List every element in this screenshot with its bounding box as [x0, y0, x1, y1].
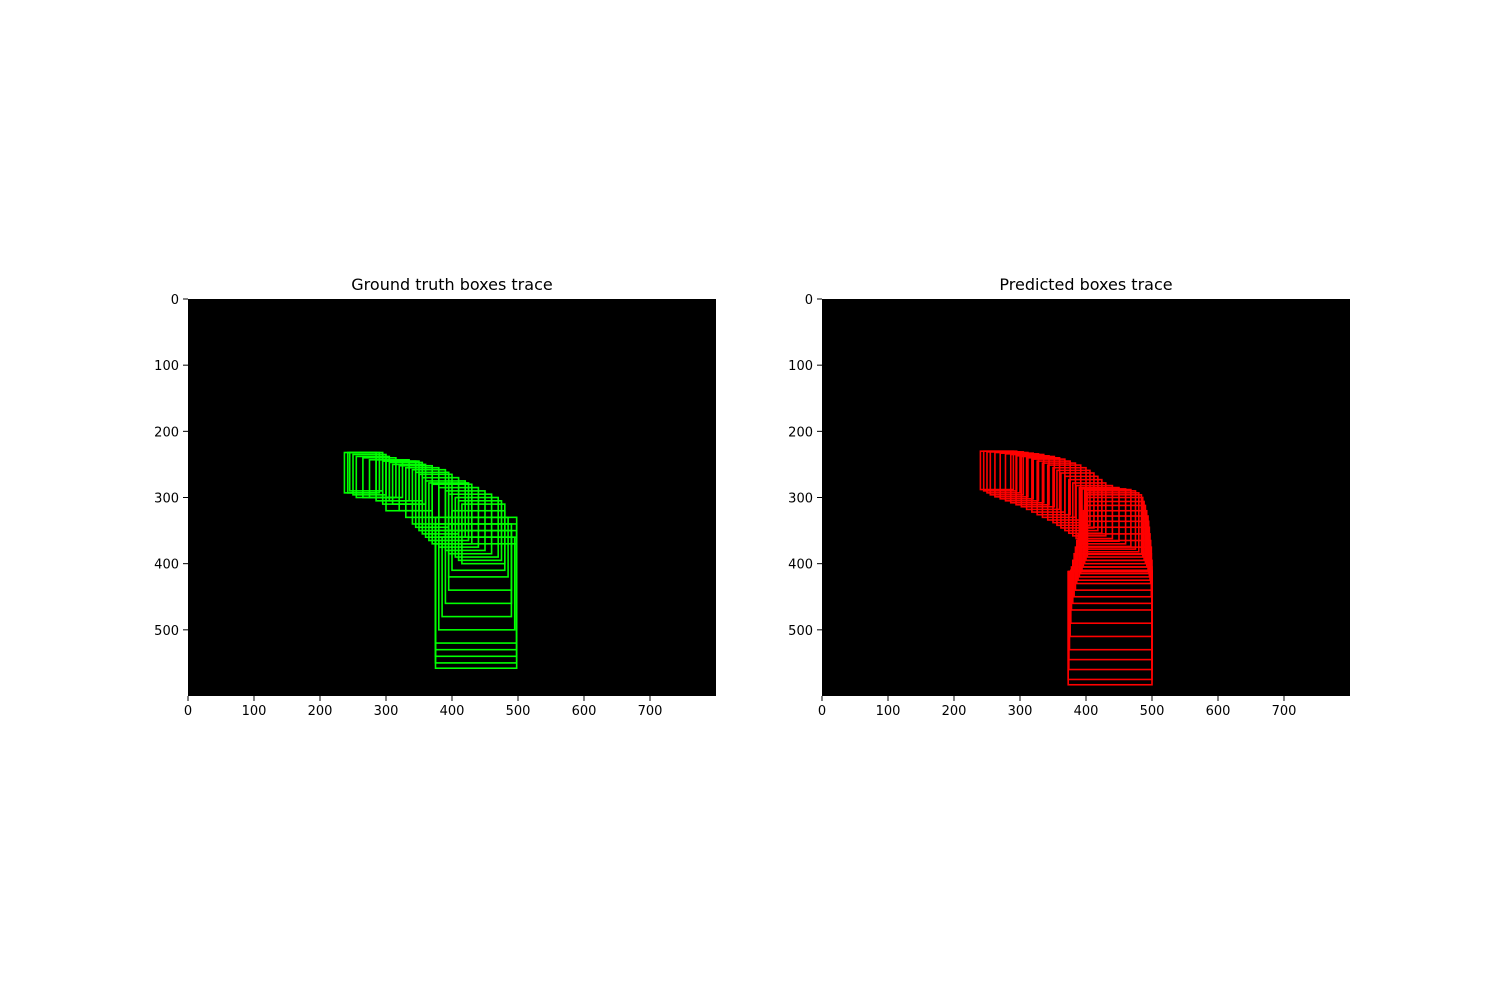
ground-truth-x-tick-label: 500 [506, 704, 531, 719]
ground-truth-x-tick-label: 100 [242, 704, 267, 719]
predicted-boxes [979, 450, 1153, 686]
ground-truth-box [434, 543, 518, 670]
ground-truth-boxes [343, 451, 518, 670]
predicted-x-tick-label: 700 [1272, 704, 1297, 719]
predicted-box [1067, 570, 1153, 686]
ground-truth-y-tick-label: 200 [154, 425, 179, 440]
ground-truth-x-tick-label: 200 [308, 704, 333, 719]
predicted-x-tick-label: 200 [942, 704, 967, 719]
predicted-y-tick-label: 200 [788, 425, 813, 440]
ground-truth-x-tick-label: 400 [440, 704, 465, 719]
predicted-box [1075, 484, 1114, 540]
ground-truth-y-tick-label: 400 [154, 558, 179, 573]
predicted-box [1072, 482, 1107, 537]
predicted-x-tick-label: 100 [876, 704, 901, 719]
predicted-x-tick-label: 0 [818, 704, 826, 719]
predicted-x-tick-label: 600 [1206, 704, 1231, 719]
predicted-y-tick-label: 0 [805, 293, 813, 308]
ground-truth-y-tick-label: 300 [154, 492, 179, 507]
ground-truth-box [444, 490, 486, 552]
predicted-y-tick-label: 100 [788, 359, 813, 374]
predicted-x-tick-label: 300 [1008, 704, 1033, 719]
ground-truth-x-tick-label: 700 [638, 704, 663, 719]
predicted-x-tick-label: 500 [1140, 704, 1165, 719]
ground-truth-panel: 0 100 200 300 400 500 600 700 0 100 200 300 400 500 [154, 293, 716, 719]
ground-truth-x-tick-label: 0 [184, 704, 192, 719]
ground-truth-y-tick-label: 0 [171, 293, 179, 308]
ground-truth-x-tick-label: 300 [374, 704, 399, 719]
chart-title-predicted: Predicted boxes trace [999, 275, 1173, 294]
chart-title-ground-truth: Ground truth boxes trace [351, 275, 553, 294]
ground-truth-y-tick-label: 100 [154, 359, 179, 374]
predicted-panel: 0 100 200 300 400 500 600 700 0 100 200 300 400 500 [788, 293, 1350, 719]
ground-truth-x-tick-label: 600 [572, 704, 597, 719]
predicted-y-tick-label: 400 [788, 558, 813, 573]
predicted-y-tick-label: 500 [788, 624, 813, 639]
predicted-box [1060, 472, 1095, 529]
ground-truth-y-tick-label: 500 [154, 624, 179, 639]
ground-truth-box [451, 509, 506, 572]
predicted-y-tick-label: 300 [788, 492, 813, 507]
predicted-x-tick-label: 400 [1074, 704, 1099, 719]
ground-truth-box [454, 496, 499, 558]
